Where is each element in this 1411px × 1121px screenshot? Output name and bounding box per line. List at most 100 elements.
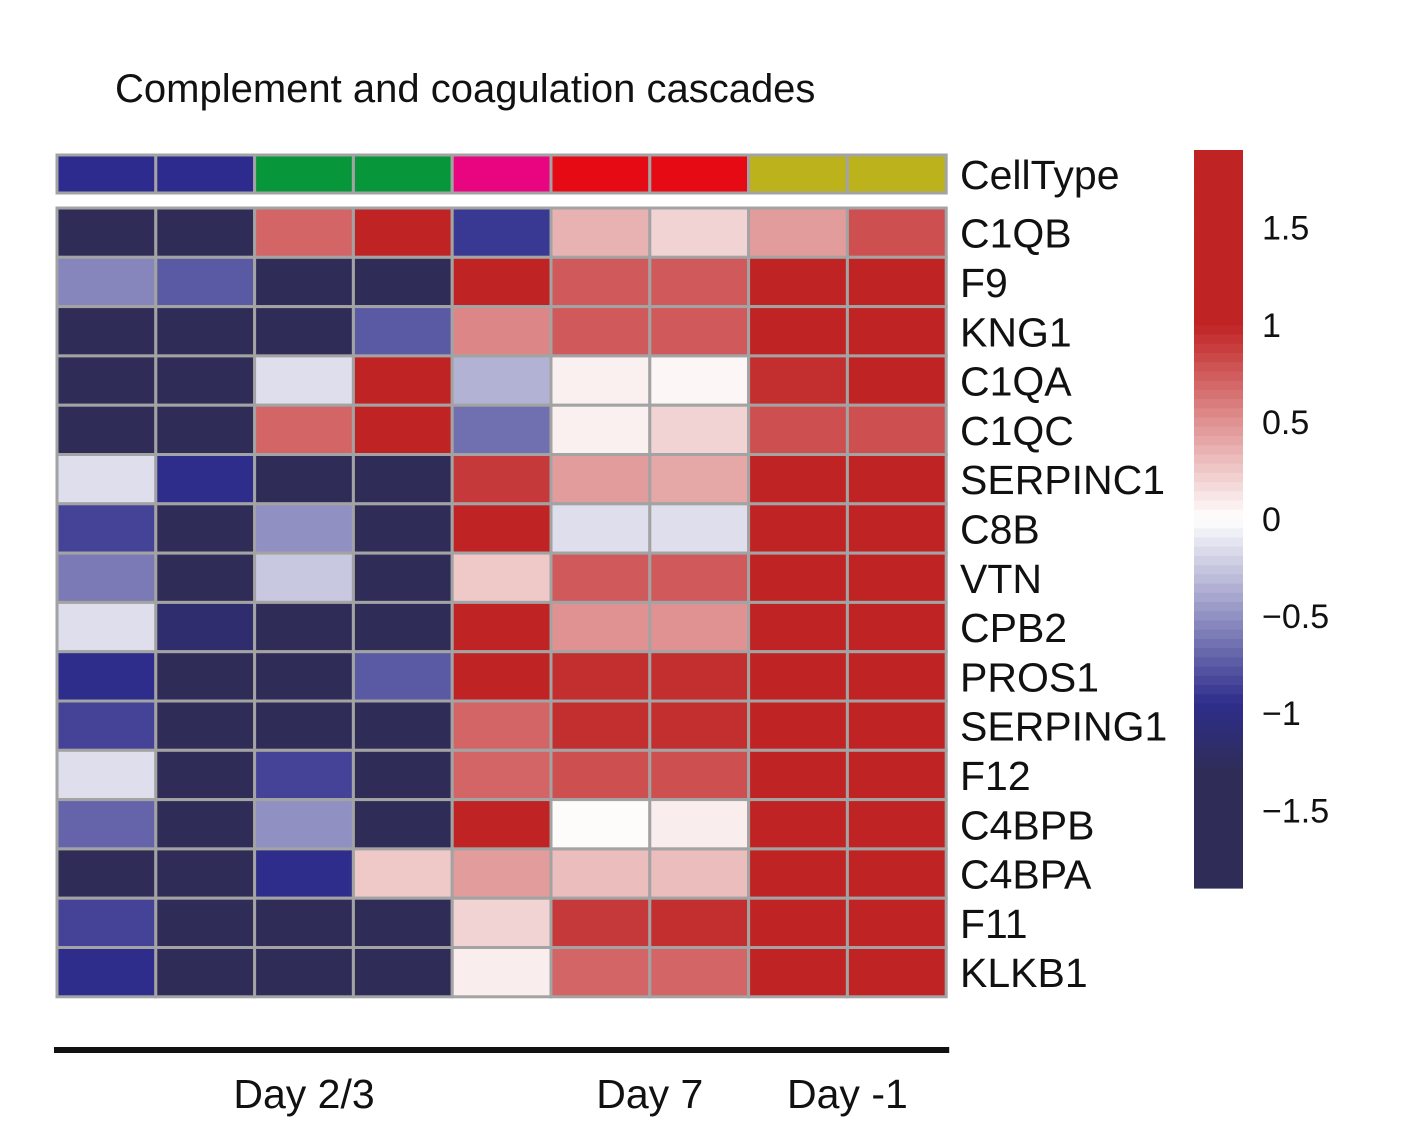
- legend-swatch: [1194, 150, 1243, 160]
- heatmap-cell: [154, 650, 257, 703]
- legend-swatch: [1194, 214, 1243, 225]
- legend-swatch: [1194, 841, 1243, 852]
- heatmap-cell: [648, 699, 751, 752]
- heatmap-cell: [154, 946, 257, 999]
- legend-swatch: [1194, 638, 1243, 649]
- row-label: C1QA: [960, 359, 1072, 405]
- heatmap-cell: [154, 748, 257, 802]
- group-label: Day 7: [596, 1071, 703, 1117]
- row-label: PROS1: [960, 654, 1099, 700]
- heatmap-cell: [648, 502, 751, 555]
- annotation-cell: [549, 153, 652, 195]
- legend-swatch: [1194, 205, 1243, 216]
- row-label: F11: [960, 901, 1028, 947]
- legend-swatch: [1194, 574, 1243, 585]
- heatmap-cell: [55, 748, 158, 802]
- legend-swatch: [1194, 528, 1243, 539]
- heatmap-cell: [747, 206, 849, 259]
- heatmap-cell: [55, 206, 158, 259]
- heatmap-cell: [549, 798, 652, 851]
- heatmap-cell: [351, 206, 454, 259]
- legend-swatch: [1194, 223, 1243, 234]
- heatmap-cell: [55, 650, 158, 703]
- heatmap-cell: [351, 502, 454, 555]
- heatmap-cell: [845, 600, 948, 654]
- heatmap-cell: [55, 798, 158, 851]
- legend-swatch: [1194, 685, 1243, 695]
- heatmap-cell: [154, 600, 257, 654]
- legend-swatch: [1194, 731, 1243, 741]
- legend-swatch: [1194, 472, 1243, 483]
- heatmap-cell: [154, 502, 257, 555]
- heatmap-cell: [450, 502, 553, 555]
- heatmap-cell: [747, 403, 849, 457]
- legend-swatch: [1194, 279, 1243, 289]
- heatmap-cell: [648, 650, 751, 703]
- heatmap-cell: [450, 403, 553, 457]
- heatmap-cell: [450, 650, 553, 703]
- day-groups: Day 2/3 Day 7 Day -1: [54, 1047, 950, 1117]
- legend-swatch: [1194, 389, 1243, 400]
- heatmap-cell: [648, 946, 751, 999]
- heatmap-cell: [845, 502, 948, 555]
- legend-swatch: [1194, 537, 1243, 548]
- legend-swatch: [1194, 417, 1243, 428]
- heatmap-cell: [253, 650, 355, 703]
- heatmap-cell: [549, 502, 652, 555]
- heatmap-cell: [845, 847, 948, 900]
- legend-swatch: [1194, 269, 1243, 280]
- heatmap-cell: [450, 798, 553, 851]
- heatmap-cell: [747, 699, 849, 752]
- legend-swatch: [1194, 445, 1243, 456]
- legend-swatch: [1194, 435, 1243, 446]
- legend-swatch: [1194, 260, 1243, 271]
- heatmap-cell: [351, 847, 454, 900]
- annotation-cell: [845, 153, 948, 195]
- legend-swatch: [1194, 186, 1243, 197]
- row-label: SERPING1: [960, 704, 1167, 750]
- legend-swatch: [1194, 463, 1243, 474]
- heatmap-cell: [450, 453, 553, 506]
- legend-tick-label: 1: [1262, 307, 1281, 345]
- heatmap-cell: [351, 748, 454, 802]
- heatmap-cell: [549, 946, 652, 999]
- heatmap-cell: [154, 798, 257, 851]
- heatmap-cell: [253, 403, 355, 457]
- annotation-cell: [154, 153, 257, 195]
- heatmap-cell: [747, 946, 849, 999]
- heatmap-cell: [747, 354, 849, 407]
- heatmap-cell: [845, 206, 948, 259]
- heatmap-cell: [154, 896, 257, 950]
- heatmap-cell: [253, 305, 355, 358]
- heatmap-cell: [845, 305, 948, 358]
- legend-swatch: [1194, 371, 1243, 382]
- heatmap-cell: [55, 699, 158, 752]
- heatmap-cell: [648, 847, 751, 900]
- heatmap-cell: [450, 600, 553, 654]
- legend-swatch: [1194, 768, 1243, 778]
- legend-swatch: [1194, 482, 1243, 492]
- legend-swatch: [1194, 334, 1243, 345]
- heatmap-cell: [351, 354, 454, 407]
- heatmap-cell: [351, 650, 454, 703]
- heatmap-cell: [55, 305, 158, 358]
- heatmap-cell: [549, 748, 652, 802]
- annotation-label: CellType: [960, 152, 1120, 198]
- heatmap-cell: [549, 453, 652, 506]
- heatmap-cell: [549, 650, 652, 703]
- heatmap-cell: [55, 600, 158, 654]
- heatmap-cell: [450, 748, 553, 802]
- heatmap-cell: [549, 403, 652, 457]
- heatmap-cell: [253, 551, 355, 604]
- annotation-cell: [648, 153, 751, 195]
- legend-swatch: [1194, 814, 1243, 825]
- heatmap-cell: [648, 551, 751, 604]
- heatmap-cell: [450, 699, 553, 752]
- legend-swatch: [1194, 519, 1243, 529]
- heatmap-cell: [55, 255, 158, 309]
- heatmap-cell: [351, 699, 454, 752]
- heatmap-cell: [55, 453, 158, 506]
- annotation-cell: [55, 153, 158, 195]
- legend-swatch: [1194, 297, 1243, 308]
